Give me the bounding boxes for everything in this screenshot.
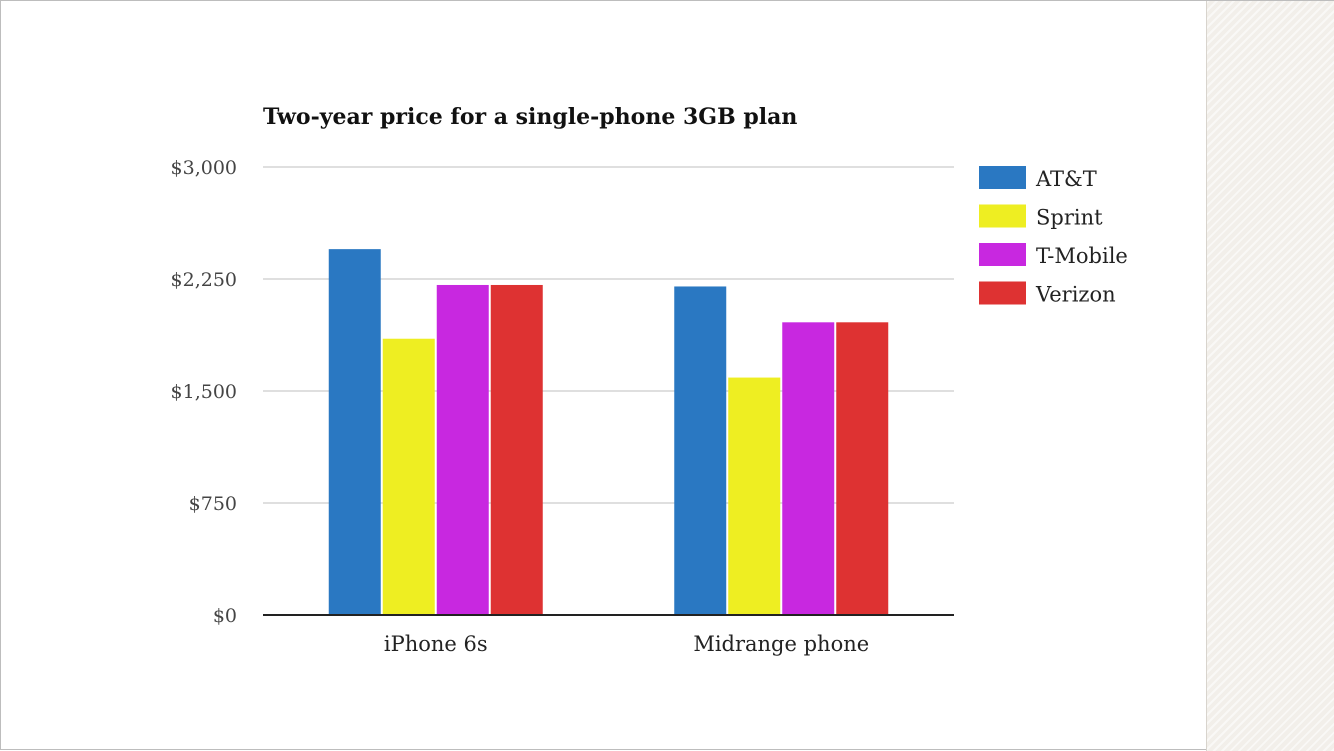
y-tick-label: $3,000: [171, 157, 237, 179]
bar-1-0: [382, 338, 435, 615]
x-category-label: Midrange phone: [693, 632, 869, 656]
y-tick-label: $750: [189, 493, 237, 515]
bar-0-1: [674, 286, 727, 615]
legend-label: Verizon: [1035, 283, 1116, 307]
y-axis-ticks: $0 $750 $1,500 $2,250 $3,000: [171, 157, 237, 627]
bar-0-0: [328, 249, 381, 615]
bars: [328, 249, 889, 615]
x-category-label: iPhone 6s: [384, 632, 488, 656]
side-panel-pattern: [1206, 1, 1334, 751]
bar-1-1: [728, 377, 781, 615]
bar-3-1: [836, 322, 889, 615]
legend-swatch: [979, 204, 1026, 228]
legend-swatch: [979, 243, 1026, 266]
y-tick-label: $2,250: [171, 269, 237, 291]
chart-title: Two-year price for a single-phone 3GB pl…: [263, 104, 797, 130]
bar-2-1: [782, 322, 835, 615]
y-tick-label: $1,500: [171, 381, 237, 403]
legend-swatch: [979, 166, 1026, 189]
bar-3-0: [490, 284, 543, 615]
legend: AT&T Sprint T-Mobile Verizon: [979, 166, 1128, 307]
bar-2-0: [436, 284, 489, 615]
y-tick-label: $0: [213, 605, 237, 627]
legend-label: T-Mobile: [1036, 244, 1128, 268]
legend-label: AT&T: [1035, 167, 1097, 191]
x-axis-categories: iPhone 6s Midrange phone: [384, 632, 869, 656]
legend-label: Sprint: [1036, 206, 1103, 230]
legend-swatch: [979, 281, 1026, 305]
